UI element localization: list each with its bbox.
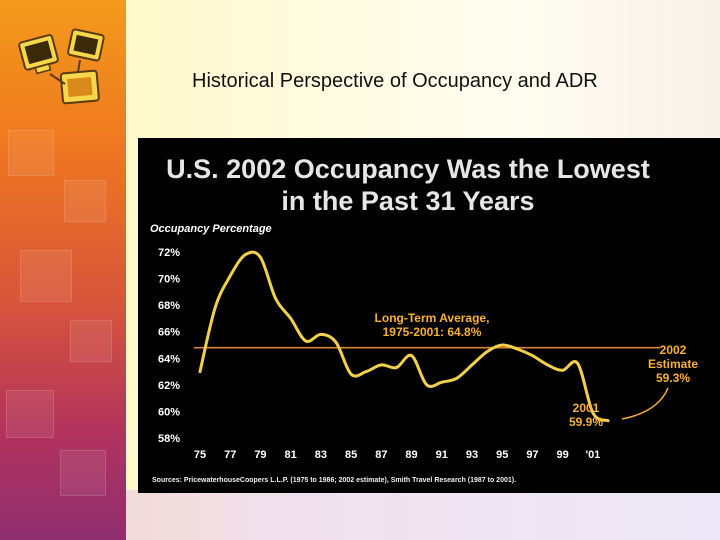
- decorative-side-strip: [0, 0, 126, 540]
- computers-clipart-icon: [18, 28, 105, 105]
- y-tick-label: 62%: [158, 380, 180, 392]
- data-point-1992: [455, 376, 459, 380]
- data-point-1986: [364, 370, 368, 373]
- decorative-tile: [6, 390, 54, 438]
- data-point-1978: [243, 253, 247, 257]
- data-point-1990: [425, 383, 429, 387]
- data-point-1987: [379, 363, 383, 367]
- data-point-1993: [470, 363, 474, 367]
- x-axis-ticks: 75 77 79 81 83 85 87 89 91 93 95 97 99 '01: [194, 449, 600, 461]
- y-tick-label: 60%: [158, 406, 180, 418]
- data-point-1989: [410, 354, 413, 358]
- decorative-tile: [8, 130, 54, 176]
- x-tick-label: 91: [436, 449, 448, 461]
- annotation-2002-label-1: 2002: [660, 343, 687, 357]
- y-tick-label: 58%: [158, 433, 180, 445]
- chart-source: Sources: PricewaterhouseCoopers L.L.P. (…: [152, 477, 516, 484]
- decorative-tile: [64, 180, 106, 222]
- chart-panel: U.S. 2002 Occupancy Was the Lowest in th…: [138, 138, 720, 493]
- x-tick-label: 87: [375, 449, 387, 461]
- y-tick-label: 70%: [158, 274, 180, 286]
- decorative-tile: [70, 320, 112, 362]
- data-point-1991: [440, 380, 444, 384]
- y-tick-label: 72%: [158, 247, 180, 259]
- occupancy-series-line: [198, 250, 610, 423]
- slide-title: Historical Perspective of Occupancy and …: [192, 70, 598, 92]
- data-point-2002: [606, 419, 610, 423]
- x-tick-label: 81: [285, 449, 297, 461]
- occupancy-data-points: [198, 253, 610, 423]
- data-point-2000: [576, 362, 580, 365]
- data-point-1975: [198, 370, 202, 373]
- data-point-1976: [213, 306, 217, 310]
- chart-title-line-2: in the Past 31 Years: [281, 186, 534, 216]
- x-tick-label: 89: [405, 449, 417, 461]
- y-tick-label: 66%: [158, 327, 180, 339]
- chart-title-line-1: U.S. 2002 Occupancy Was the Lowest: [166, 154, 650, 184]
- x-tick-label: '01: [585, 449, 600, 461]
- data-point-1977: [228, 274, 232, 278]
- data-point-1999: [561, 368, 565, 372]
- y-axis-ticks: 72% 70% 68% 66% 64% 62% 60% 58%: [158, 247, 180, 445]
- data-point-1985: [349, 372, 353, 376]
- decorative-tile: [60, 450, 106, 496]
- data-point-1994: [485, 350, 489, 354]
- data-point-1988: [395, 366, 398, 369]
- y-tick-label: 64%: [158, 353, 180, 365]
- data-point-2001: [591, 411, 595, 415]
- data-point-1980: [274, 297, 277, 300]
- data-point-1996: [515, 347, 519, 351]
- x-tick-label: 83: [315, 449, 327, 461]
- x-tick-label: 79: [254, 449, 266, 461]
- x-tick-label: 75: [194, 449, 206, 461]
- x-tick-label: 95: [496, 449, 508, 461]
- annotation-2002-value: 59.3%: [656, 371, 690, 385]
- annotation-2002-label-2: Estimate: [648, 357, 698, 371]
- annotation-2001-year: 2001: [573, 401, 600, 415]
- x-tick-label: 85: [345, 449, 357, 461]
- average-annotation-line-1: Long-Term Average,: [375, 311, 490, 325]
- data-point-1984: [334, 340, 338, 344]
- data-point-1981: [289, 317, 293, 320]
- average-annotation-line-2: 1975-2001: 64.8%: [383, 325, 482, 339]
- annotation-2002-arrow: [621, 387, 669, 420]
- data-point-1995: [500, 343, 504, 347]
- annotation-2001-value: 59.9%: [569, 415, 603, 429]
- data-point-1998: [546, 363, 549, 367]
- x-tick-label: 77: [224, 449, 236, 461]
- x-tick-label: 97: [526, 449, 538, 461]
- x-tick-label: 99: [557, 449, 569, 461]
- x-tick-label: 93: [466, 449, 478, 461]
- data-point-1982: [304, 339, 308, 343]
- decorative-tile: [20, 250, 72, 302]
- data-point-1997: [531, 354, 534, 358]
- data-point-1979: [259, 255, 262, 259]
- occupancy-chart: U.S. 2002 Occupancy Was the Lowest in th…: [150, 154, 698, 484]
- y-tick-label: 68%: [158, 300, 180, 312]
- y-axis-label: Occupancy Percentage: [150, 223, 272, 235]
- data-point-1983: [319, 332, 323, 336]
